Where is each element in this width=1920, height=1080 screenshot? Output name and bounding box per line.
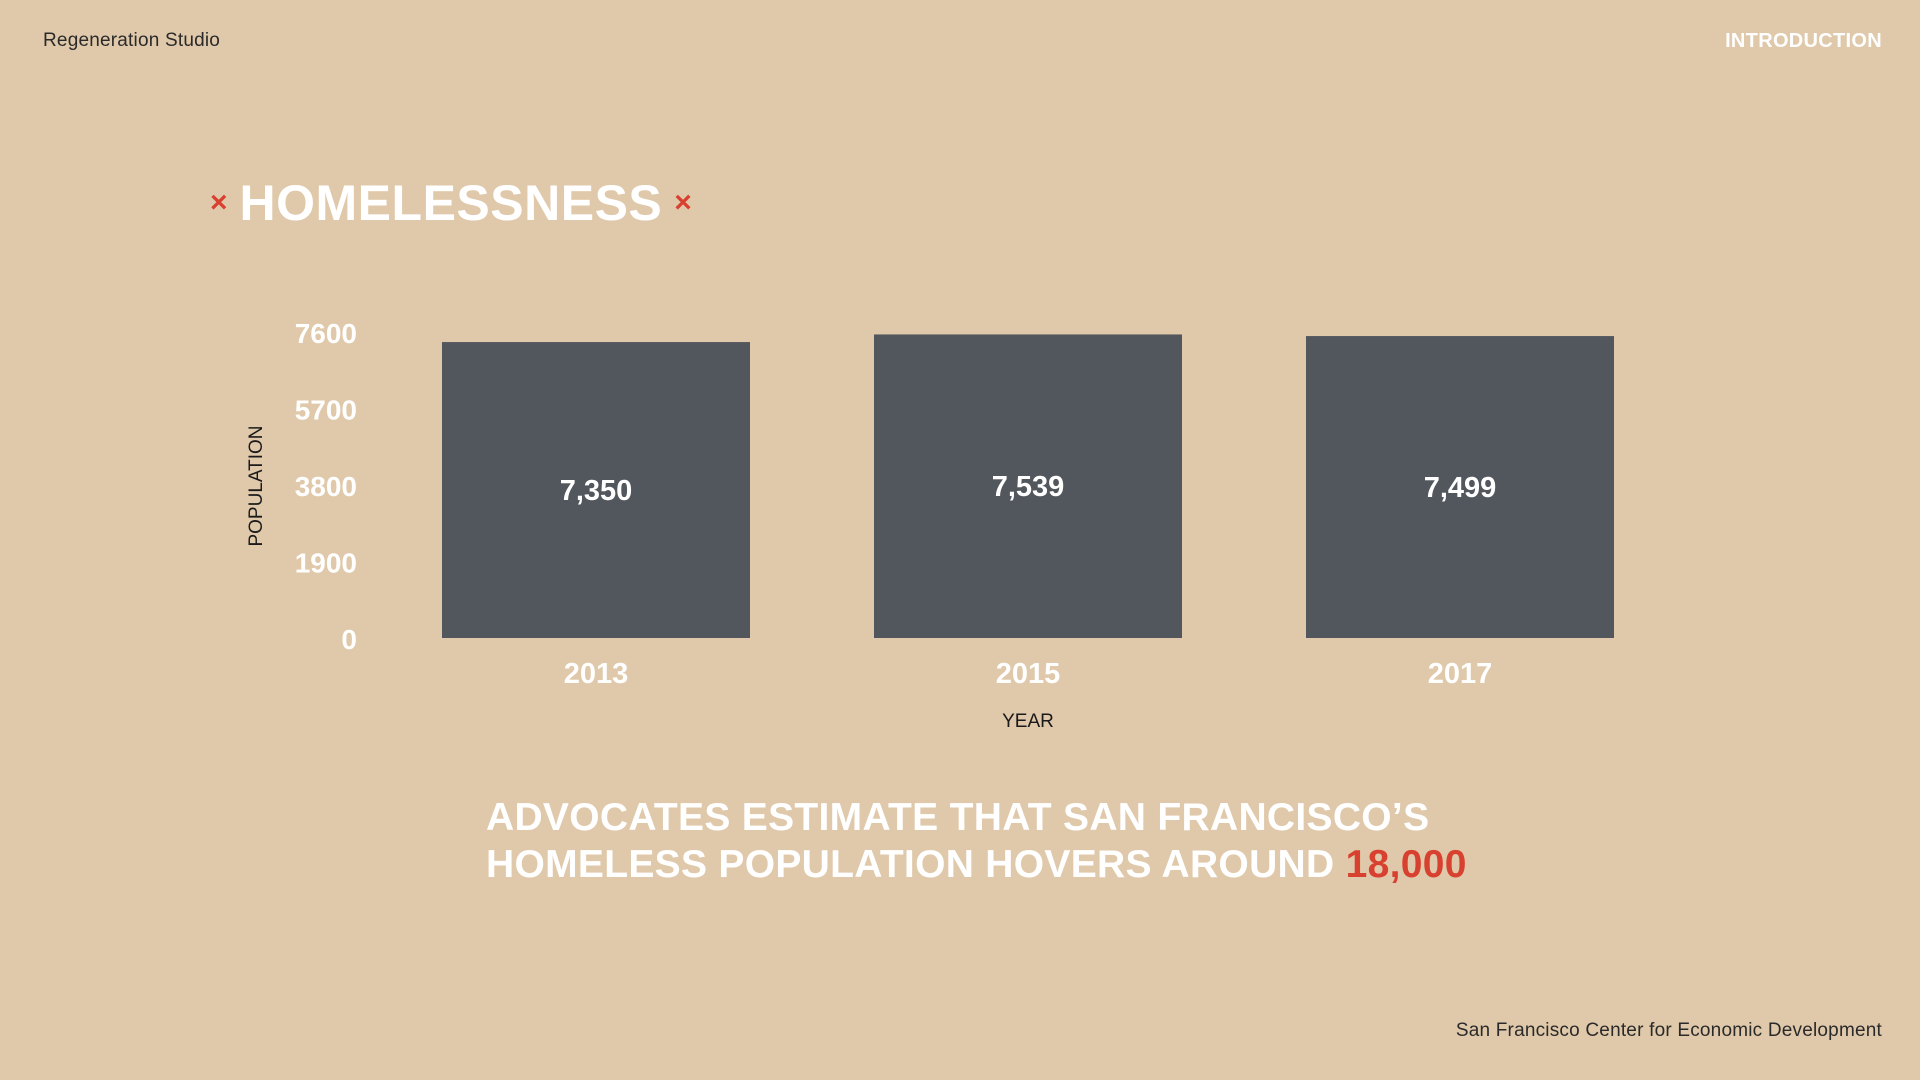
source-credit: San Francisco Center for Economic Develo… [1455,1020,1882,1041]
bar [874,334,1182,638]
x-mark-icon: × [210,186,228,219]
statement-line-2: HOMELESS POPULATION HOVERS AROUND 18,000 [486,841,1586,888]
section-label: INTRODUCTION [1725,30,1882,52]
x-tick-label: 2015 [996,658,1061,690]
bar-value-label: 7,539 [992,471,1065,503]
bar [442,342,750,638]
y-tick-label: 3800 [295,471,357,502]
statement-line-1: ADVOCATES ESTIMATE THAT SAN FRANCISCO’S [486,796,1430,839]
y-tick-label: 1900 [295,548,357,579]
bar [1306,336,1614,638]
x-tick-label: 2013 [564,658,629,690]
y-axis-label: POPULATION [246,425,267,546]
page-title: HOMELESSNESS [239,175,663,231]
page-title-row: × HOMELESSNESS × [210,178,692,228]
x-tick-label: 2017 [1428,658,1493,690]
x-axis-ticks: 2013 2015 2017 [564,658,1493,690]
x-mark-icon: × [674,186,692,219]
y-axis-ticks: 0 1900 3800 5700 7600 [295,318,357,655]
bar-value-label: 7,499 [1424,472,1497,504]
bar-value-label: 7,350 [560,475,633,507]
bar-series: 7,350 7,539 7,499 [442,334,1614,638]
y-tick-label: 5700 [295,395,357,426]
statement-highlight: 18,000 [1345,843,1467,886]
y-tick-label: 0 [341,624,357,655]
studio-name: Regeneration Studio [43,30,221,51]
x-axis-label: YEAR [1002,711,1054,732]
statement-line-2-text: HOMELESS POPULATION HOVERS AROUND [486,843,1335,886]
key-statement: ADVOCATES ESTIMATE THAT SAN FRANCISCO’S … [486,794,1586,888]
y-tick-label: 7600 [295,318,357,349]
